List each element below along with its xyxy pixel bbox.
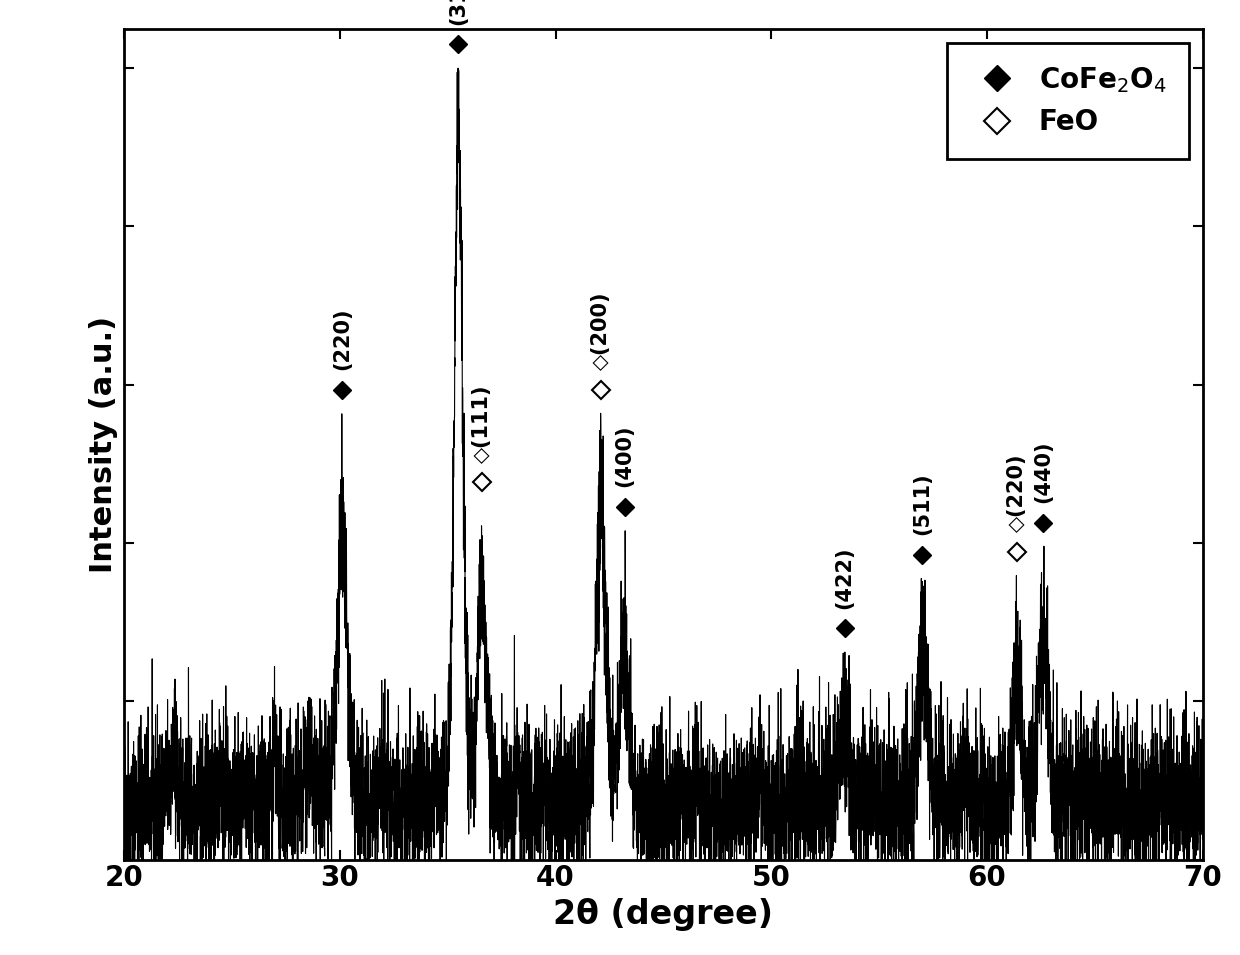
Legend: CoFe$_2$O$_4$, FeO: CoFe$_2$O$_4$, FeO [947,43,1189,159]
Text: (422): (422) [835,546,854,608]
Text: (311): (311) [449,0,469,25]
Text: ◇(111): ◇(111) [472,384,492,462]
Text: (400): (400) [615,425,635,487]
Text: ◇(200): ◇(200) [590,291,611,370]
Text: ◇(220): ◇(220) [1007,454,1027,532]
Text: (220): (220) [332,308,352,371]
Text: (511): (511) [913,473,932,535]
X-axis label: 2θ (degree): 2θ (degree) [553,898,774,931]
Text: (440): (440) [1033,440,1053,502]
Y-axis label: Intensity (a.u.): Intensity (a.u.) [89,315,119,573]
